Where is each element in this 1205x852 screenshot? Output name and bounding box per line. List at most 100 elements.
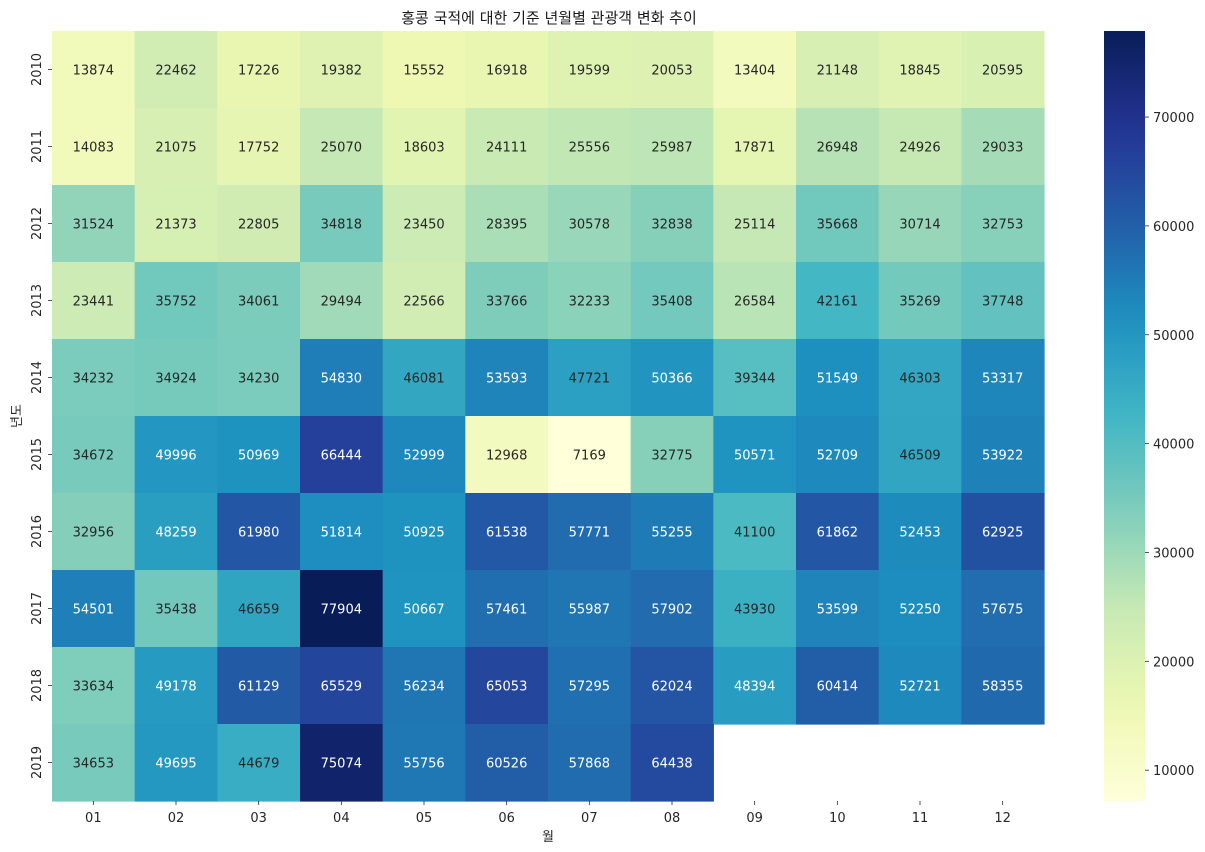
x-tick-label: 11 [912,811,929,826]
heatmap-cell [300,416,384,494]
heatmap-cell [548,31,632,109]
heatmap-cell [548,339,632,417]
cell-value-label: 35269 [899,295,940,310]
cell-value-label: 54501 [73,603,114,618]
cell-value-label: 49996 [155,449,196,464]
heatmap-cell [630,185,714,263]
heatmap-cell [52,339,136,417]
x-tick-label: 03 [250,811,267,826]
heatmap-cell [465,416,549,494]
heatmap-cell [796,493,880,571]
heatmap-cell [713,339,797,417]
cell-value-label: 35752 [155,295,196,310]
cell-value-label: 32838 [651,218,692,233]
cell-value-label: 49695 [155,757,196,772]
cell-value-label: 50366 [651,372,692,387]
heatmap-cell [961,493,1045,571]
y-tick-label: 2014 [30,361,45,394]
cell-value-label: 53317 [982,372,1023,387]
cell-value-label: 46081 [403,372,444,387]
cell-value-label: 52250 [899,603,940,618]
heatmap-cell [134,31,218,109]
heatmap-cell [796,185,880,263]
cell-value-label: 42161 [817,295,858,310]
heatmap-cell [300,339,384,417]
cell-value-label: 34230 [238,372,279,387]
cell-value-label: 21373 [155,218,196,233]
cell-value-label: 22566 [403,295,444,310]
heatmap-cell [52,31,136,109]
heatmap-cell [796,108,880,186]
y-tick-label: 2017 [30,592,45,625]
cell-value-label: 61129 [238,680,279,695]
y-tick-label: 2010 [30,53,45,86]
heatmap-cell [548,647,632,725]
cell-value-label: 33766 [486,295,527,310]
cell-value-label: 14083 [73,141,114,156]
colorbar: 10000 20000 30000 40000 50000 60000 70000 [1104,31,1194,801]
cell-value-label: 58355 [982,680,1023,695]
x-tick-label: 10 [829,811,846,826]
heatmap-cell [465,108,549,186]
heatmap-cell [548,416,632,494]
heatmap-cell [382,185,466,263]
cell-value-label: 61980 [238,526,279,541]
x-tick-label: 06 [498,811,515,826]
cell-value-label: 66444 [321,449,362,464]
heatmap-cell [300,647,384,725]
heatmap-cell [630,31,714,109]
cell-value-label: 46509 [899,449,940,464]
cell-value-label: 19599 [569,64,610,79]
cell-value-label: 57675 [982,603,1023,618]
heatmap-cell [52,724,136,802]
heatmap-cell [217,262,301,340]
heatmap-cell [548,262,632,340]
cell-value-label: 50667 [403,603,444,618]
heatmap-cell [796,416,880,494]
heatmap-cell [713,262,797,340]
cell-value-label: 34924 [155,372,196,387]
cell-value-label: 12968 [486,449,527,464]
cell-value-label: 48259 [155,526,196,541]
cell-value-label: 32753 [982,218,1023,233]
cell-value-label: 57902 [651,603,692,618]
cell-value-label: 20053 [651,64,692,79]
x-axis-ticks: 01 02 03 04 05 06 07 08 09 10 11 12 [85,801,1011,826]
heatmap-cell [382,31,466,109]
cell-value-label: 32775 [651,449,692,464]
cell-value-label: 55987 [569,603,610,618]
heatmap-cell [713,570,797,648]
cell-value-label: 61538 [486,526,527,541]
cell-value-label: 17226 [238,64,279,79]
heatmap-cell [217,647,301,725]
heatmap-cell [713,493,797,571]
heatmap-cell [961,570,1045,648]
heatmap-cell [465,647,549,725]
x-axis-label: 월 [542,830,554,845]
cell-value-label: 43930 [734,603,775,618]
cell-value-label: 37748 [982,295,1023,310]
cell-value-label: 65053 [486,680,527,695]
colorbar-tick-label: 50000 [1153,329,1194,344]
heatmap-cell [878,493,962,571]
heatmap-cell [52,185,136,263]
heatmap-cell [796,31,880,109]
heatmap-cell [961,31,1045,109]
cell-value-label: 31524 [73,218,114,233]
x-tick-label: 01 [85,811,102,826]
cell-value-label: 49178 [155,680,196,695]
heatmap-cell [961,108,1045,186]
cell-value-label: 53593 [486,372,527,387]
heatmap-cell [630,724,714,802]
cell-value-label: 52721 [899,680,940,695]
heatmap-cell [52,570,136,648]
heatmap-cell [878,108,962,186]
cell-value-label: 25556 [569,141,610,156]
heatmap-cell [878,262,962,340]
cell-value-label: 65529 [321,680,362,695]
cell-value-label: 57295 [569,680,610,695]
cell-value-label: 33634 [73,680,114,695]
heatmap-cell [217,31,301,109]
cell-value-label: 34672 [73,449,114,464]
heatmap-cells: 13874 22462 17226 19382 15552 16918 19599 20053… [52,31,1045,802]
